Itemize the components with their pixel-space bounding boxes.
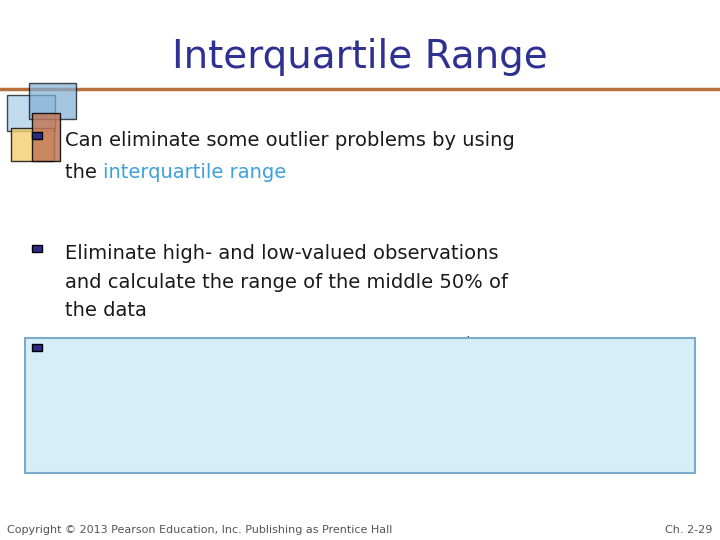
FancyBboxPatch shape	[32, 113, 60, 161]
FancyBboxPatch shape	[7, 96, 55, 131]
Text: 3: 3	[360, 405, 370, 420]
FancyBboxPatch shape	[11, 128, 55, 161]
Text: Interquartile range = 3: Interquartile range = 3	[65, 348, 289, 367]
Text: Eliminate high- and low-valued observations: Eliminate high- and low-valued observati…	[65, 244, 498, 263]
Text: 1: 1	[426, 405, 436, 420]
Text: interquartile range: interquartile range	[103, 163, 287, 182]
FancyBboxPatch shape	[32, 132, 42, 139]
FancyBboxPatch shape	[25, 338, 695, 472]
Text: quartile – 1: quartile – 1	[471, 348, 587, 367]
Text: IQR = Q: IQR = Q	[257, 394, 358, 418]
Text: the data: the data	[65, 301, 147, 320]
FancyBboxPatch shape	[32, 245, 42, 252]
Text: Can eliminate some outlier problems by using: Can eliminate some outlier problems by u…	[65, 131, 515, 150]
Text: – Q: – Q	[372, 394, 420, 418]
Text: the: the	[65, 163, 103, 182]
Text: and calculate the range of the middle 50% of: and calculate the range of the middle 50…	[65, 273, 508, 292]
Text: Interquartile Range: Interquartile Range	[172, 38, 548, 76]
Text: Copyright © 2013 Pearson Education, Inc. Publishing as Prentice Hall: Copyright © 2013 Pearson Education, Inc.…	[7, 524, 392, 535]
Text: Ch. 2-29: Ch. 2-29	[665, 524, 713, 535]
Text: rd: rd	[458, 336, 471, 349]
FancyBboxPatch shape	[29, 84, 76, 119]
Text: quartile: quartile	[607, 348, 688, 367]
Text: st: st	[595, 336, 606, 349]
FancyBboxPatch shape	[32, 344, 42, 351]
